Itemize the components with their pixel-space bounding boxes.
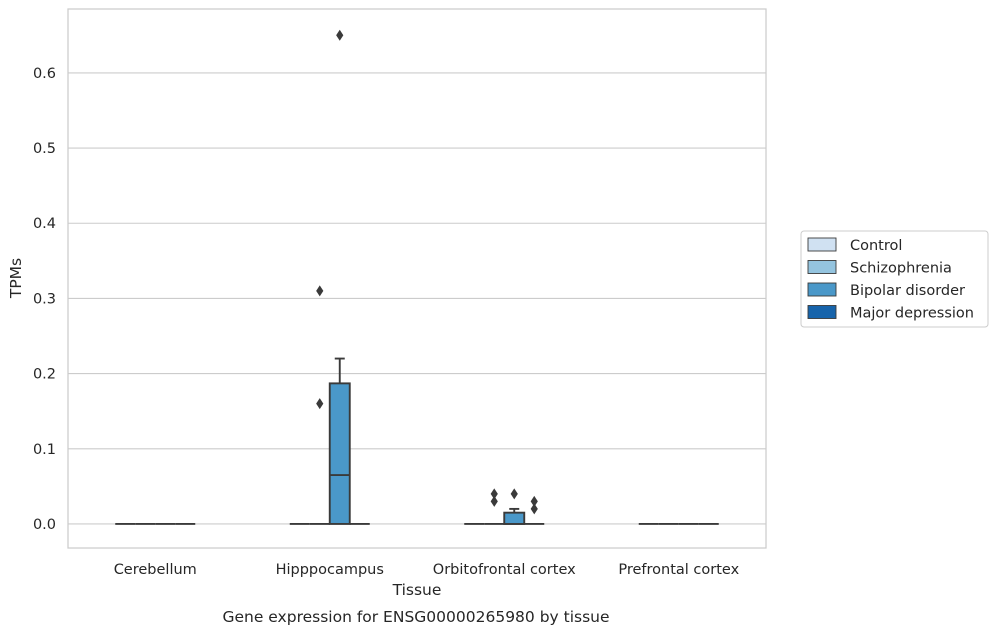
chart-caption: Gene expression for ENSG00000265980 by t… (222, 608, 609, 626)
box (503, 511, 526, 525)
legend-label: Major depression (850, 306, 974, 322)
legend: Control Schizophrenia Bipolar disorder Majo… (800, 230, 989, 328)
legend-item: Major depression (807, 305, 974, 322)
legend-label: Schizophrenia (850, 261, 952, 277)
outlier-point (490, 488, 498, 500)
x-tick-label: Cerebellum (114, 562, 197, 578)
outlier-point (530, 495, 538, 507)
y-tick-label: 0.0 (33, 517, 56, 533)
x-tick-label: Orbitofrontal cortex (433, 562, 576, 578)
box-group (524, 495, 545, 525)
y-tick-label: 0.4 (33, 216, 56, 232)
legend-swatch (807, 237, 837, 252)
box-group (484, 488, 505, 525)
outlier-point (530, 503, 538, 515)
legend-item: Bipolar disorder (807, 282, 965, 299)
y-tick-label: 0.2 (33, 367, 56, 383)
x-tick-labels: Cerebellum Hipppocampus Orbitofrontal cort… (114, 562, 740, 578)
legend-item: Schizophrenia (807, 260, 952, 277)
y-tick-label: 0.6 (33, 66, 56, 82)
box-group (309, 285, 330, 525)
legend-swatch (807, 260, 837, 274)
legend-label: Control (850, 238, 902, 254)
y-tick-label: 0.1 (33, 442, 56, 458)
box (328, 382, 351, 525)
x-tick-label: Hipppocampus (276, 562, 384, 578)
y-axis-label: TPMs (7, 258, 25, 299)
box-group (328, 29, 351, 525)
legend-label: Bipolar disorder (850, 283, 965, 299)
outlier-point (336, 29, 344, 41)
y-tick-label: 0.5 (33, 141, 56, 157)
box-group (503, 488, 526, 525)
outlier-point (490, 495, 498, 507)
outlier-point (316, 285, 324, 297)
legend-frame (800, 230, 989, 328)
y-tick-labels: 0.0 0.1 0.2 0.3 0.4 0.5 0.6 (33, 66, 56, 533)
y-tick-label: 0.3 (33, 291, 56, 307)
gridlines (68, 72, 766, 525)
outlier-point (316, 398, 324, 410)
legend-item: Control (807, 237, 902, 254)
legend-items: Control Schizophrenia Bipolar disorder Majo… (807, 237, 974, 322)
box-series (115, 29, 719, 525)
legend-swatch (807, 282, 837, 297)
plot-background (68, 9, 766, 548)
legend-swatch (807, 305, 837, 319)
x-tick-label: Prefrontal cortex (618, 562, 739, 578)
outlier-point (510, 488, 518, 500)
x-axis-label: Tissue (392, 581, 442, 599)
plot-frame (67, 8, 767, 549)
